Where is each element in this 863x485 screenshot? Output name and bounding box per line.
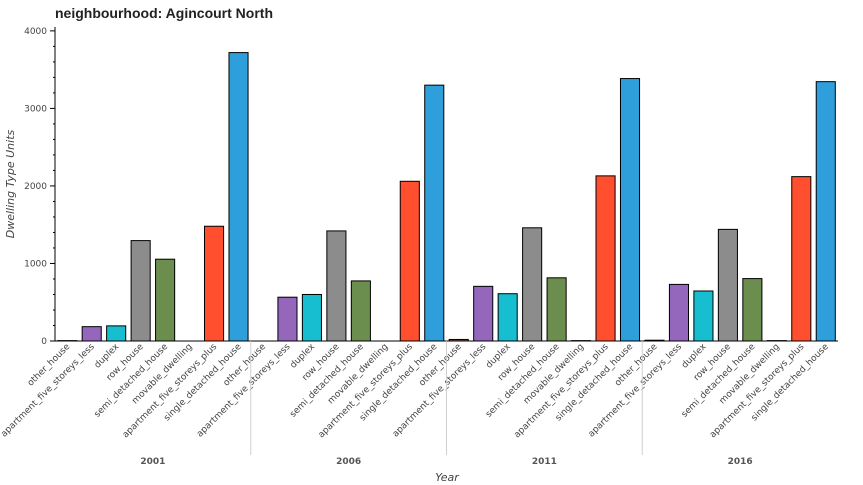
bar-2006-single_detached_house — [424, 84, 445, 342]
x-group-label: 2001 — [140, 457, 165, 467]
bar-2006-apartment_five_storeys_less — [277, 296, 298, 342]
bar-2016-apartment_five_storeys_less — [668, 283, 689, 342]
bar-2006-semi_detached_house — [350, 280, 371, 342]
plot-area: 01000200030004000other_houseapartment_fi… — [0, 27, 838, 467]
y-tick-label: 2000 — [24, 182, 47, 192]
bar-2016-single_detached_house — [815, 81, 836, 342]
bar-2001-duplex — [106, 325, 127, 342]
y-tick-label: 3000 — [24, 104, 47, 114]
bar-2001-row_house — [130, 240, 151, 342]
bar-2016-semi_detached_house — [742, 278, 763, 342]
bar-2006-duplex — [301, 293, 322, 342]
bar-2011-apartment_five_storeys_plus — [595, 175, 616, 342]
x-category-label: apartment_five_storeys_less — [0, 342, 97, 440]
x-axis-title: Year — [435, 471, 460, 484]
y-tick-label: 4000 — [24, 27, 47, 37]
x-group-label: 2006 — [336, 457, 361, 467]
bar-2016-other_house — [644, 339, 665, 342]
x-group-label: 2011 — [532, 457, 557, 467]
bar-2016-row_house — [717, 228, 738, 342]
bar-2011-apartment_five_storeys_less — [473, 285, 494, 342]
bar-2001-semi_detached_house — [155, 258, 176, 342]
bar-2001-single_detached_house — [228, 52, 249, 342]
chart-title: neighbourhood: Agincourt North — [55, 5, 273, 21]
y-axis-title: Dwelling Type Units — [4, 129, 17, 238]
bar-2016-duplex — [693, 290, 714, 342]
bar-2001-apartment_five_storeys_less — [81, 326, 102, 342]
bar-2011-duplex — [497, 293, 518, 342]
bar-2011-row_house — [522, 227, 543, 342]
bar-2016-apartment_five_storeys_plus — [791, 176, 812, 342]
bar-2011-other_house — [448, 338, 469, 342]
y-tick-label: 0 — [41, 337, 47, 347]
bar-2011-single_detached_house — [619, 78, 641, 342]
y-tick-label: 1000 — [24, 259, 47, 269]
bar-2006-apartment_five_storeys_plus — [399, 180, 420, 342]
bar-2006-row_house — [326, 230, 347, 342]
bar-2001-apartment_five_storeys_plus — [204, 225, 225, 342]
x-group-label: 2016 — [728, 457, 753, 467]
bar-2011-semi_detached_house — [546, 277, 567, 342]
